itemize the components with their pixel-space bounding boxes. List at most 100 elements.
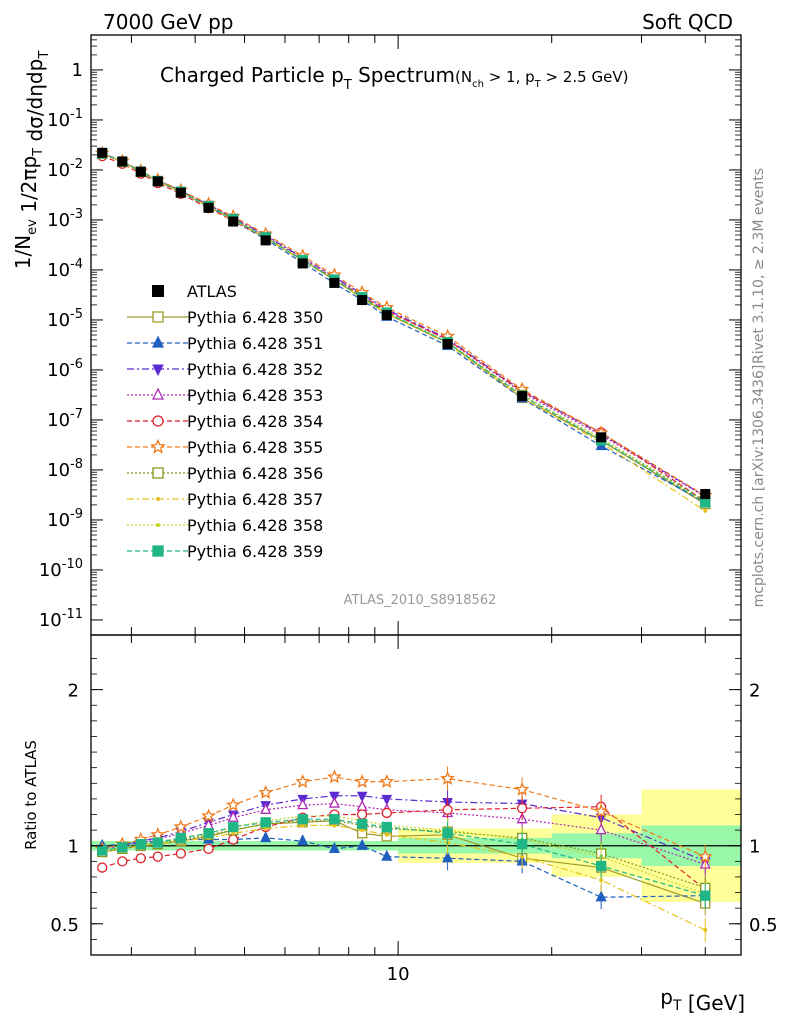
legend-entry: Pythia 6.428 351	[127, 334, 323, 353]
series-ratio-line	[102, 818, 706, 897]
x-axis-label: pT [GeV]	[660, 985, 745, 1015]
legend-entry: ATLAS	[152, 282, 237, 301]
legend-marker	[152, 364, 164, 377]
ratio-point	[697, 849, 713, 863]
legend-marker	[152, 467, 164, 479]
ratio-point	[516, 803, 528, 814]
ratio-point	[442, 851, 454, 863]
ratio-point	[203, 828, 214, 839]
ratio-point	[703, 928, 708, 933]
ratio-point	[260, 802, 272, 814]
ratio-point	[227, 810, 239, 822]
xtick-label: 10	[387, 964, 410, 985]
atlas-point	[329, 277, 340, 288]
ytick-label-lower-right: 0.5	[749, 915, 778, 936]
plot-title: Charged Particle pT Spectrum(Nch > 1, pT…	[160, 63, 628, 93]
header-right: Soft QCD	[642, 10, 733, 34]
mcplots-label: mcplots.cern.ch [arXiv:1306.3436]	[751, 365, 767, 608]
atlas-point	[260, 235, 271, 246]
analysis-id: ATLAS_2010_S8918562	[344, 593, 497, 608]
y-axis-label-upper: 1/Nev 1/2πpT dσ/dηdpT	[11, 51, 52, 270]
atlas-point	[381, 310, 392, 321]
ratio-point	[201, 808, 216, 823]
ratio-point	[135, 853, 146, 864]
series-ratio-line	[102, 802, 706, 866]
ratio-point	[595, 890, 607, 902]
legend-label: Pythia 6.428 359	[187, 542, 323, 561]
ratio-point	[700, 890, 711, 901]
ratio-point	[520, 854, 525, 859]
legend-label: Pythia 6.428 350	[187, 308, 323, 327]
series-ratio-line	[102, 820, 706, 889]
ytick-label-lower: 1	[68, 837, 79, 858]
ytick-label-lower-right: 2	[749, 681, 760, 702]
ratio-point	[225, 797, 241, 812]
legend-entry: Pythia 6.428 359	[127, 542, 323, 561]
ytick-label-upper: 10-3	[47, 207, 83, 231]
ratio-point	[228, 821, 239, 833]
ytick-label-upper: 10-6	[47, 357, 83, 381]
legend-label: Pythia 6.428 356	[187, 464, 323, 483]
legend-marker	[152, 545, 164, 557]
ratio-point	[442, 828, 453, 839]
legend-marker	[156, 497, 160, 501]
ytick-label-upper: 10-8	[47, 457, 83, 481]
legend-entry: Pythia 6.428 350	[127, 308, 323, 327]
ytick-label-upper: 10-11	[39, 607, 83, 631]
ratio-point	[152, 851, 163, 862]
ytick-label-upper: 10-4	[47, 257, 83, 281]
ratio-point	[442, 804, 453, 815]
rivet-label: Rivet 3.1.10, ≥ 2.3M events	[751, 168, 767, 364]
header-left: 7000 GeV pp	[103, 10, 234, 34]
atlas-point	[152, 176, 163, 187]
legend-label: Pythia 6.428 352	[187, 360, 323, 379]
series-8-upper	[100, 151, 708, 513]
ratio-point	[516, 839, 528, 850]
series-ratio-line	[102, 837, 706, 898]
legend-entry: Pythia 6.428 358	[127, 516, 323, 535]
legend-marker	[150, 438, 166, 454]
series-line	[102, 152, 706, 503]
series-10-ratio	[97, 814, 711, 908]
atlas-point	[596, 432, 607, 443]
ratio-point	[152, 837, 163, 848]
series-ratio-line	[102, 824, 706, 931]
legend-marker	[151, 387, 165, 400]
ratio-point	[329, 814, 340, 825]
ratio-point	[231, 831, 236, 836]
atlas-point	[97, 147, 108, 158]
atlas-point	[357, 295, 368, 306]
legend-label: Pythia 6.428 354	[187, 412, 323, 431]
series-point	[703, 508, 708, 513]
legend-marker	[151, 335, 165, 348]
legend: ATLAS Pythia 6.428 350 Pythia 6.428 351 Pyt…	[127, 282, 323, 561]
legend-label: Pythia 6.428 353	[187, 386, 323, 405]
ratio-point	[97, 862, 108, 873]
ratio-point	[381, 849, 393, 861]
ratio-point	[356, 809, 368, 820]
ytick-label-upper: 10-7	[47, 407, 83, 431]
legend-entry: Pythia 6.428 355	[127, 438, 323, 457]
ratio-point	[379, 774, 395, 789]
atlas-point	[700, 489, 711, 500]
ratio-point	[354, 774, 370, 789]
legend-marker	[152, 415, 164, 427]
upper-spectrum-plot	[94, 145, 713, 513]
series-ratio-line	[102, 795, 706, 862]
ratio-point	[356, 818, 368, 830]
legend-label: Pythia 6.428 358	[187, 516, 323, 535]
ratio-point	[328, 796, 340, 808]
atlas-point	[442, 339, 453, 350]
ratio-point	[263, 826, 268, 831]
ratio-point	[381, 794, 393, 806]
ratio-point	[173, 819, 189, 834]
legend-entry: Pythia 6.428 352	[127, 360, 323, 379]
series-6-ratio	[94, 766, 713, 869]
ratio-point	[440, 770, 455, 785]
atlas-point	[228, 216, 239, 227]
series-ratio-line	[102, 776, 706, 858]
legend-entry: Pythia 6.428 356	[127, 464, 323, 483]
series-point	[700, 497, 711, 508]
legend-marker	[152, 285, 164, 297]
